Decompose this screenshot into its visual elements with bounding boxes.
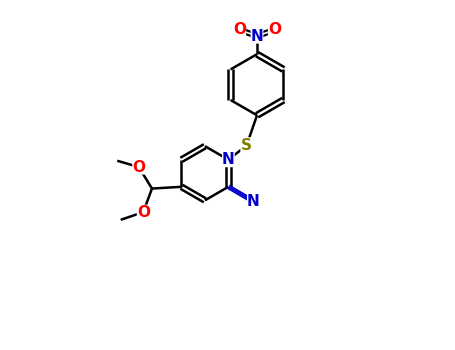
- Text: N: N: [222, 152, 235, 167]
- Text: O: O: [137, 205, 150, 220]
- Text: S: S: [241, 138, 252, 153]
- Text: O: O: [132, 160, 145, 175]
- Text: O: O: [268, 22, 281, 37]
- Text: N: N: [247, 194, 260, 209]
- Text: O: O: [233, 22, 246, 37]
- Text: N: N: [251, 29, 263, 44]
